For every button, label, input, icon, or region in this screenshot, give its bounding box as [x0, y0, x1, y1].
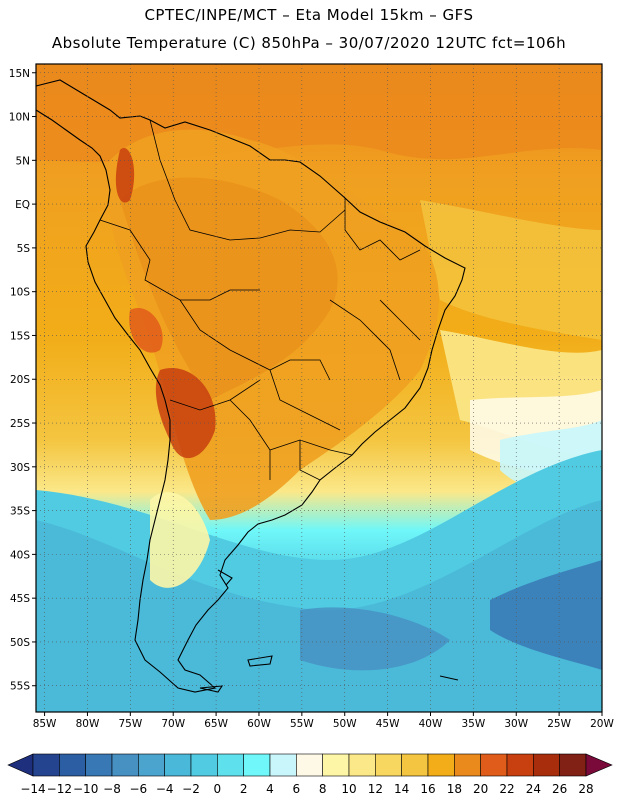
colorbar-swatch: [322, 753, 350, 777]
longitude-axis: 85W 80W 75W 70W 65W 60W 55W 50W 45W 40W 35W 30W 25W 2…: [33, 712, 614, 730]
colorbar-swatch: [454, 753, 481, 777]
latitude-axis: 15N 10N 5N EQ 5S 10S 15S 20S 25S 30S 35S 40S 45S 50S 5…: [9, 68, 36, 693]
lat-label: 50S: [10, 637, 30, 649]
lat-label: 15S: [10, 330, 30, 342]
lon-label: 25W: [547, 718, 571, 730]
colorbar-swatch: [138, 753, 165, 777]
colorbar-low-arrow: [7, 753, 34, 777]
colorbar-swatch: [401, 753, 429, 777]
colorbar-label: 18: [447, 782, 462, 796]
lon-label: 50W: [333, 718, 357, 730]
colorbar-swatch: [243, 753, 271, 777]
lon-label: 55W: [290, 718, 314, 730]
colorbar-label: 24: [526, 782, 541, 796]
lat-label: 20S: [10, 374, 30, 386]
lat-label: 45S: [10, 593, 30, 605]
color-legend: −14 −12 −10 −8 −6 −4 −2 0 2 4 6 8 10 12 14 16 18 20 22 24 26…: [7, 753, 613, 796]
colorbar-label: 2: [240, 782, 248, 796]
colorbar-label: 12: [368, 782, 383, 796]
colorbar-label: −8: [103, 782, 121, 796]
lon-label: 60W: [247, 718, 271, 730]
colorbar-high-arrow: [585, 753, 613, 777]
lat-label: 55S: [10, 681, 30, 693]
colorbar-swatch: [190, 753, 218, 777]
colorbar-swatch: [375, 753, 402, 777]
lat-label: EQ: [15, 199, 30, 211]
colorbar-label: 28: [578, 782, 593, 796]
lat-label: 10N: [9, 112, 30, 124]
lat-label: 5N: [15, 155, 30, 167]
lat-label: 15N: [9, 68, 30, 80]
lat-label: 30S: [10, 462, 30, 474]
colorbar-swatch: [506, 753, 534, 777]
country-borders: [99, 119, 421, 481]
colorbar-label: 22: [499, 782, 514, 796]
lat-label: 40S: [10, 549, 30, 561]
colorbar-swatch: [559, 753, 587, 777]
colorbar-swatch: [269, 753, 297, 777]
lon-label: 40W: [419, 718, 443, 730]
map-frame: [35, 63, 603, 713]
map-title: CPTEC/INPE/MCT – Eta Model 15km – GFS: [144, 6, 474, 24]
colorbar-label: 4: [266, 782, 274, 796]
map-subtitle: Absolute Temperature (C) 850hPa – 30/07/…: [51, 34, 567, 52]
colorbar-label: 10: [341, 782, 356, 796]
lon-label: 45W: [376, 718, 400, 730]
colorbar-label: 16: [420, 782, 435, 796]
colorbar-label: 26: [552, 782, 567, 796]
temperature-field: [36, 64, 602, 712]
lon-label: 35W: [461, 718, 485, 730]
lon-label: 20W: [590, 718, 614, 730]
graticule: [36, 64, 603, 712]
lat-label: 35S: [10, 506, 30, 518]
colorbar-swatch: [348, 753, 376, 777]
lat-label: 25S: [10, 418, 30, 430]
colorbar-swatch: [59, 753, 86, 777]
lon-label: 70W: [161, 718, 185, 730]
colorbar-label: −6: [129, 782, 147, 796]
lon-label: 75W: [118, 718, 142, 730]
colorbar-swatch: [533, 753, 560, 777]
colorbar-swatch: [217, 753, 244, 777]
colorbar-label: 20: [473, 782, 488, 796]
colorbar-label: −2: [182, 782, 200, 796]
lon-label: 65W: [204, 718, 228, 730]
colorbar-swatch: [427, 753, 455, 777]
colorbar-swatch: [111, 753, 139, 777]
lon-label: 30W: [504, 718, 528, 730]
colorbar-swatch: [85, 753, 113, 777]
colorbar-label: −4: [156, 782, 174, 796]
lat-label: 5S: [17, 243, 31, 255]
colorbar-label: 0: [214, 782, 222, 796]
colorbar-swatch: [32, 753, 60, 777]
colorbar-label: −12: [47, 782, 72, 796]
lon-label: 85W: [33, 718, 57, 730]
colorbar-label: 8: [319, 782, 327, 796]
colorbar-label: 14: [394, 782, 409, 796]
lat-label: 10S: [10, 287, 30, 299]
colorbar-swatch: [296, 753, 323, 777]
lon-label: 80W: [76, 718, 100, 730]
colorbar-label: −14: [20, 782, 45, 796]
colorbar-label: 6: [293, 782, 301, 796]
colorbar-swatch: [164, 753, 192, 777]
colorbar-swatch: [480, 753, 508, 777]
colorbar-label: −10: [73, 782, 98, 796]
